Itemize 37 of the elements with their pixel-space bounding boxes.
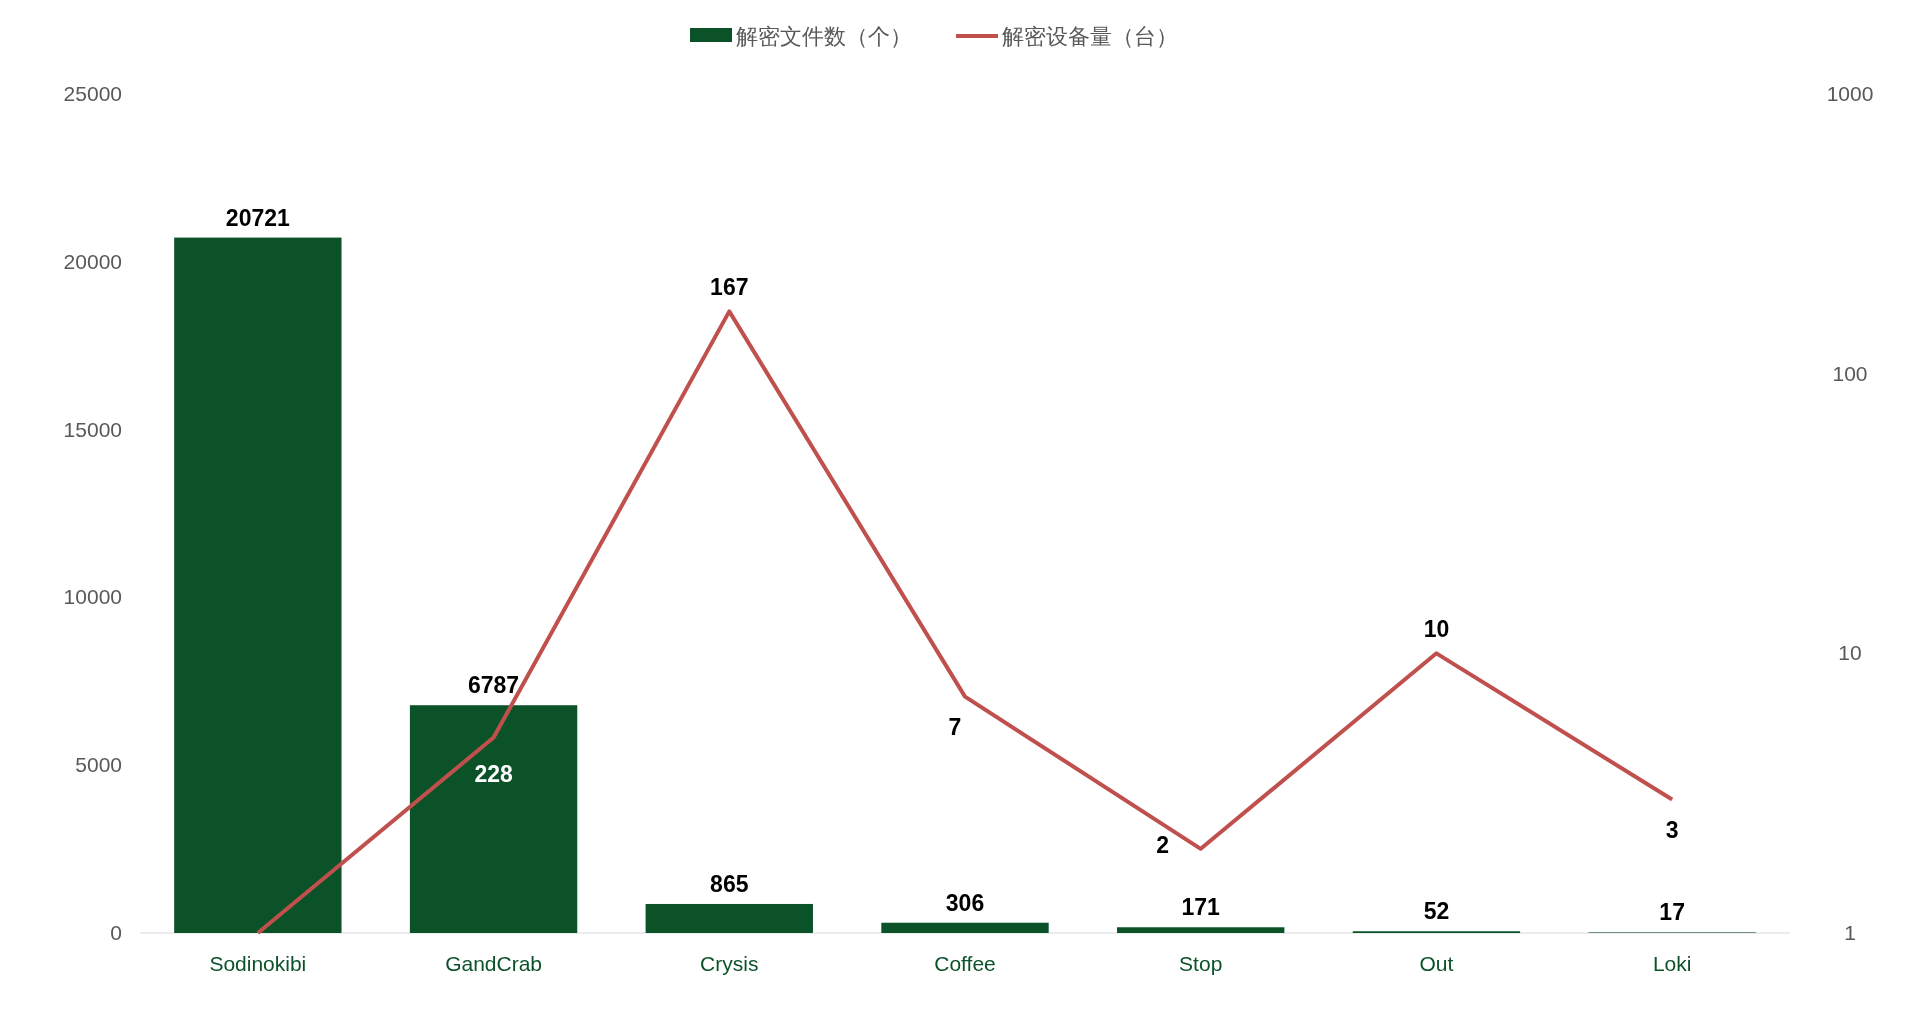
data-label: 171 — [1181, 894, 1221, 921]
y-tick-label: 5000 — [75, 753, 122, 777]
bar — [174, 237, 342, 933]
data-label: 7 — [948, 713, 962, 740]
data-label: 52 — [1423, 898, 1450, 925]
x-tick-label: Out — [1419, 952, 1454, 975]
data-label: 306 — [945, 889, 985, 916]
x-tick-label: Coffee — [934, 952, 996, 975]
y-tick-label: 10000 — [63, 585, 122, 609]
bar — [1117, 927, 1285, 933]
bar — [645, 903, 813, 933]
y-tick-label: 0 — [110, 921, 122, 944]
y2-tick-label: 100 — [1832, 361, 1868, 385]
data-label: 6787 — [467, 672, 520, 699]
legend-label: 解密设备量（台） — [1002, 24, 1178, 49]
x-tick-label: Loki — [1652, 952, 1692, 975]
x-tick-label: Crysis — [700, 952, 759, 975]
y-tick-label: 25000 — [63, 82, 122, 105]
y2-tick-label: 1 — [1844, 921, 1856, 944]
y2-tick-label: 1000 — [1826, 82, 1874, 105]
data-label: 865 — [710, 870, 749, 897]
data-label: 3 — [1665, 816, 1679, 843]
x-tick-label: Sodinokibi — [209, 952, 307, 975]
x-tick-label: Stop — [1179, 952, 1223, 975]
data-label: 10 — [1423, 616, 1450, 643]
y-tick-label: 20000 — [63, 249, 122, 273]
data-label: 167 — [710, 274, 749, 301]
data-label: 2 — [1156, 831, 1170, 858]
data-label: 17 — [1659, 899, 1685, 926]
x-tick-label: GandCrab — [445, 952, 543, 975]
data-label: 20721 — [225, 204, 291, 231]
legend-label: 解密文件数（个） — [736, 24, 912, 49]
y-tick-label: 15000 — [63, 417, 122, 441]
annotation: 228 — [474, 760, 513, 787]
bar — [409, 705, 578, 933]
y2-tick-label: 10 — [1838, 641, 1862, 665]
bar — [881, 922, 1049, 933]
